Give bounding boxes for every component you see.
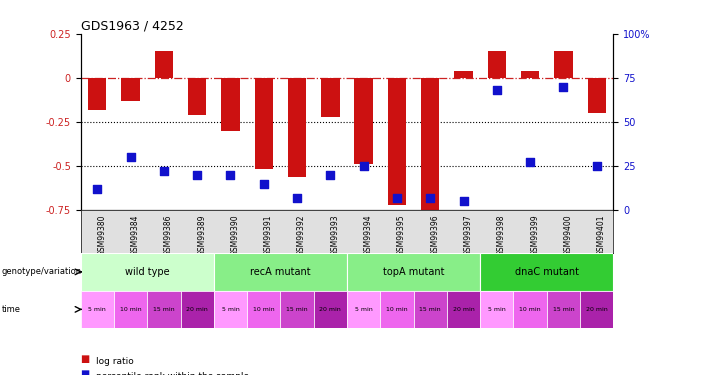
Text: dnaC mutant: dnaC mutant bbox=[515, 267, 579, 277]
Text: 15 min: 15 min bbox=[419, 307, 441, 312]
Text: GSM99386: GSM99386 bbox=[164, 214, 173, 256]
Text: GSM99397: GSM99397 bbox=[463, 214, 472, 256]
Text: 5 min: 5 min bbox=[488, 307, 505, 312]
Point bbox=[292, 195, 303, 201]
Text: percentile rank within the sample: percentile rank within the sample bbox=[96, 372, 249, 375]
Point bbox=[225, 172, 236, 178]
Point bbox=[258, 181, 269, 187]
Bar bbox=[480, 291, 513, 328]
Text: wild type: wild type bbox=[125, 267, 170, 277]
Bar bbox=[414, 291, 447, 328]
Bar bbox=[254, 78, 273, 170]
Bar bbox=[147, 291, 181, 328]
Bar bbox=[81, 291, 114, 328]
Text: 10 min: 10 min bbox=[253, 307, 275, 312]
Text: GSM99391: GSM99391 bbox=[264, 214, 273, 256]
Bar bbox=[81, 253, 214, 291]
Text: 10 min: 10 min bbox=[120, 307, 142, 312]
Bar bbox=[521, 71, 539, 78]
Bar bbox=[222, 78, 240, 131]
Point bbox=[92, 186, 103, 192]
Text: GDS1963 / 4252: GDS1963 / 4252 bbox=[81, 20, 184, 33]
Text: topA mutant: topA mutant bbox=[383, 267, 444, 277]
Bar bbox=[347, 253, 480, 291]
Bar bbox=[214, 253, 347, 291]
Text: GSM99389: GSM99389 bbox=[197, 214, 206, 256]
Point bbox=[158, 168, 170, 174]
Point bbox=[325, 172, 336, 178]
Text: GSM99400: GSM99400 bbox=[564, 214, 573, 256]
Bar bbox=[314, 291, 347, 328]
Text: 20 min: 20 min bbox=[586, 307, 608, 312]
Bar bbox=[547, 291, 580, 328]
Bar bbox=[587, 78, 606, 113]
Bar bbox=[488, 51, 506, 78]
Bar bbox=[88, 78, 107, 110]
Text: GSM99392: GSM99392 bbox=[297, 214, 306, 256]
Text: 10 min: 10 min bbox=[519, 307, 541, 312]
Text: GSM99394: GSM99394 bbox=[364, 214, 373, 256]
Bar bbox=[280, 291, 314, 328]
Text: GSM99398: GSM99398 bbox=[497, 214, 506, 256]
Text: 5 min: 5 min bbox=[222, 307, 239, 312]
Bar bbox=[447, 291, 480, 328]
Bar bbox=[188, 78, 206, 115]
Text: 15 min: 15 min bbox=[153, 307, 175, 312]
Bar bbox=[554, 51, 573, 78]
Bar bbox=[114, 291, 147, 328]
Text: time: time bbox=[1, 305, 20, 314]
Bar bbox=[381, 291, 414, 328]
Text: 15 min: 15 min bbox=[552, 307, 574, 312]
Text: ■: ■ bbox=[81, 354, 90, 364]
Bar bbox=[514, 291, 547, 328]
Point bbox=[191, 172, 203, 178]
Bar bbox=[355, 78, 373, 164]
Text: GSM99390: GSM99390 bbox=[231, 214, 240, 256]
Text: GSM99380: GSM99380 bbox=[97, 214, 107, 256]
Text: log ratio: log ratio bbox=[96, 357, 134, 366]
Text: 10 min: 10 min bbox=[386, 307, 408, 312]
Text: GSM99395: GSM99395 bbox=[397, 214, 406, 256]
Bar bbox=[347, 291, 381, 328]
Point bbox=[458, 198, 469, 204]
Text: GSM99384: GSM99384 bbox=[130, 214, 139, 256]
Text: ■: ■ bbox=[81, 369, 90, 375]
Text: 5 min: 5 min bbox=[355, 307, 372, 312]
Bar bbox=[580, 291, 613, 328]
Point bbox=[558, 84, 569, 90]
Point bbox=[358, 163, 369, 169]
Text: genotype/variation: genotype/variation bbox=[1, 267, 81, 276]
Bar bbox=[454, 71, 472, 78]
Text: 5 min: 5 min bbox=[88, 307, 106, 312]
Text: GSM99396: GSM99396 bbox=[430, 214, 440, 256]
Point bbox=[491, 87, 503, 93]
Text: GSM99401: GSM99401 bbox=[597, 214, 606, 256]
Text: 20 min: 20 min bbox=[453, 307, 475, 312]
Bar bbox=[421, 78, 440, 213]
Bar bbox=[288, 78, 306, 177]
Bar bbox=[247, 291, 280, 328]
Bar bbox=[121, 78, 139, 101]
Text: 20 min: 20 min bbox=[320, 307, 341, 312]
Point bbox=[125, 154, 136, 160]
Bar bbox=[155, 51, 173, 78]
Bar bbox=[181, 291, 214, 328]
Text: GSM99399: GSM99399 bbox=[530, 214, 539, 256]
Point bbox=[391, 195, 402, 201]
Text: recA mutant: recA mutant bbox=[250, 267, 311, 277]
Bar bbox=[480, 253, 613, 291]
Point bbox=[591, 163, 602, 169]
Text: GSM99393: GSM99393 bbox=[330, 214, 339, 256]
Text: 20 min: 20 min bbox=[186, 307, 208, 312]
Text: 15 min: 15 min bbox=[286, 307, 308, 312]
Bar bbox=[214, 291, 247, 328]
Point bbox=[425, 195, 436, 201]
Bar bbox=[388, 78, 406, 205]
Point bbox=[524, 159, 536, 165]
Bar bbox=[321, 78, 339, 117]
